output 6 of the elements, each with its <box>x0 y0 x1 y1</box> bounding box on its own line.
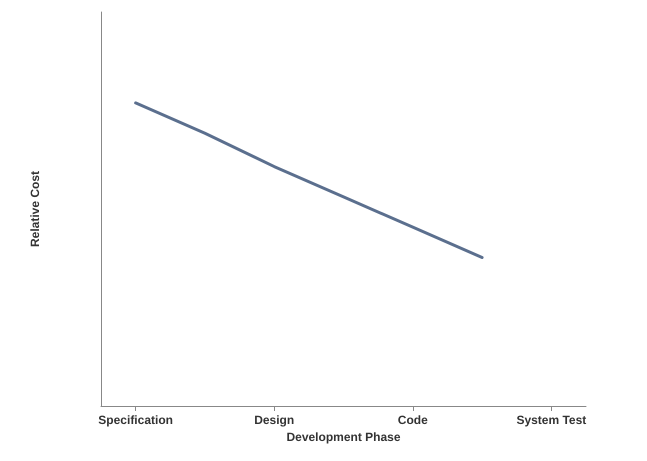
x-axis-title: Development Phase <box>286 430 401 444</box>
x-tick-label: Specification <box>98 413 173 427</box>
x-tick-label: Design <box>254 413 294 427</box>
y-axis-title: Relative Cost <box>28 170 42 248</box>
x-tick-label: System Test <box>516 413 586 427</box>
x-tick-label: Code <box>398 413 428 427</box>
